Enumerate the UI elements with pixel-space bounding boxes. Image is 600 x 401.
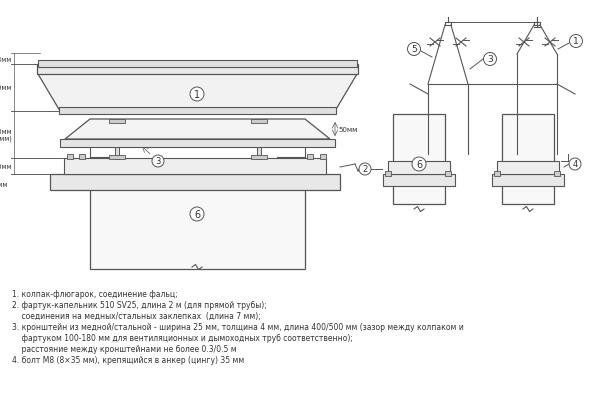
Bar	[59, 108, 336, 115]
Bar	[60, 140, 335, 148]
Text: 2: 2	[362, 165, 368, 174]
Bar	[383, 174, 455, 186]
Polygon shape	[38, 75, 357, 112]
Text: 1: 1	[194, 90, 200, 100]
Bar	[388, 162, 450, 174]
Circle shape	[152, 156, 164, 168]
Bar	[393, 115, 445, 205]
Text: 5: 5	[411, 45, 417, 55]
Text: 2. фартук-капельник 510 SV25, длина 2 м (для прямой трубы);: 2. фартук-капельник 510 SV25, длина 2 м …	[12, 300, 267, 309]
Text: 3. кронштейн из медной/стальной - ширина 25 мм, толщина 4 мм, длина 400/500 мм (: 3. кронштейн из медной/стальной - ширина…	[12, 322, 464, 331]
Text: 4: 4	[572, 160, 578, 169]
Bar	[320, 155, 326, 160]
Bar	[38, 61, 357, 68]
Circle shape	[569, 159, 581, 170]
Text: соединения на медных/стальных заклепках  (длина 7 мм);: соединения на медных/стальных заклепках …	[12, 311, 261, 320]
Bar	[115, 120, 119, 160]
Bar	[251, 156, 267, 160]
Text: 100мм
(180мм): 100мм (180мм)	[0, 128, 12, 142]
Text: фартуком 100-180 мм для вентиляционных и дымоходных труб соответственно);: фартуком 100-180 мм для вентиляционных и…	[12, 333, 353, 342]
Text: 3: 3	[487, 55, 493, 64]
Text: 4. болт M8 (8×35 мм), крепящийся в анкер (цингу) 35 мм: 4. болт M8 (8×35 мм), крепящийся в анкер…	[12, 355, 244, 364]
Bar	[109, 156, 125, 160]
Text: 30мм: 30мм	[0, 85, 12, 91]
Bar	[502, 115, 554, 205]
Text: 40°: 40°	[310, 77, 321, 82]
Circle shape	[484, 53, 497, 66]
Bar	[50, 174, 340, 190]
Bar	[307, 155, 313, 160]
Bar	[554, 172, 560, 176]
Circle shape	[407, 43, 421, 57]
Text: 3: 3	[155, 157, 161, 166]
Text: 30мм: 30мм	[0, 182, 8, 188]
Bar	[385, 172, 391, 176]
Text: 1: 1	[573, 37, 579, 47]
Circle shape	[190, 88, 204, 102]
Bar	[64, 159, 326, 174]
Circle shape	[190, 207, 204, 221]
Bar	[37, 65, 358, 75]
Bar	[109, 120, 125, 124]
Text: расстояние между кронштейнами не более 0.3/0.5 м: расстояние между кронштейнами не более 0…	[12, 344, 236, 353]
Polygon shape	[65, 120, 330, 140]
Bar	[492, 174, 564, 186]
Bar	[79, 155, 85, 160]
Text: 50мм: 50мм	[338, 127, 358, 133]
Bar	[251, 120, 267, 124]
Bar	[445, 172, 451, 176]
Bar	[494, 172, 500, 176]
Bar	[257, 120, 261, 160]
Text: 6: 6	[194, 209, 200, 219]
Circle shape	[359, 164, 371, 176]
Bar	[67, 155, 73, 160]
Text: 6: 6	[416, 160, 422, 170]
Bar	[90, 174, 305, 269]
Text: 70мм: 70мм	[0, 164, 12, 170]
Circle shape	[412, 158, 426, 172]
Circle shape	[569, 35, 583, 49]
Bar	[497, 162, 559, 174]
Text: 13мм: 13мм	[0, 57, 12, 62]
Text: 1. колпак-флюгарок, соединение фальц;: 1. колпак-флюгарок, соединение фальц;	[12, 289, 178, 298]
